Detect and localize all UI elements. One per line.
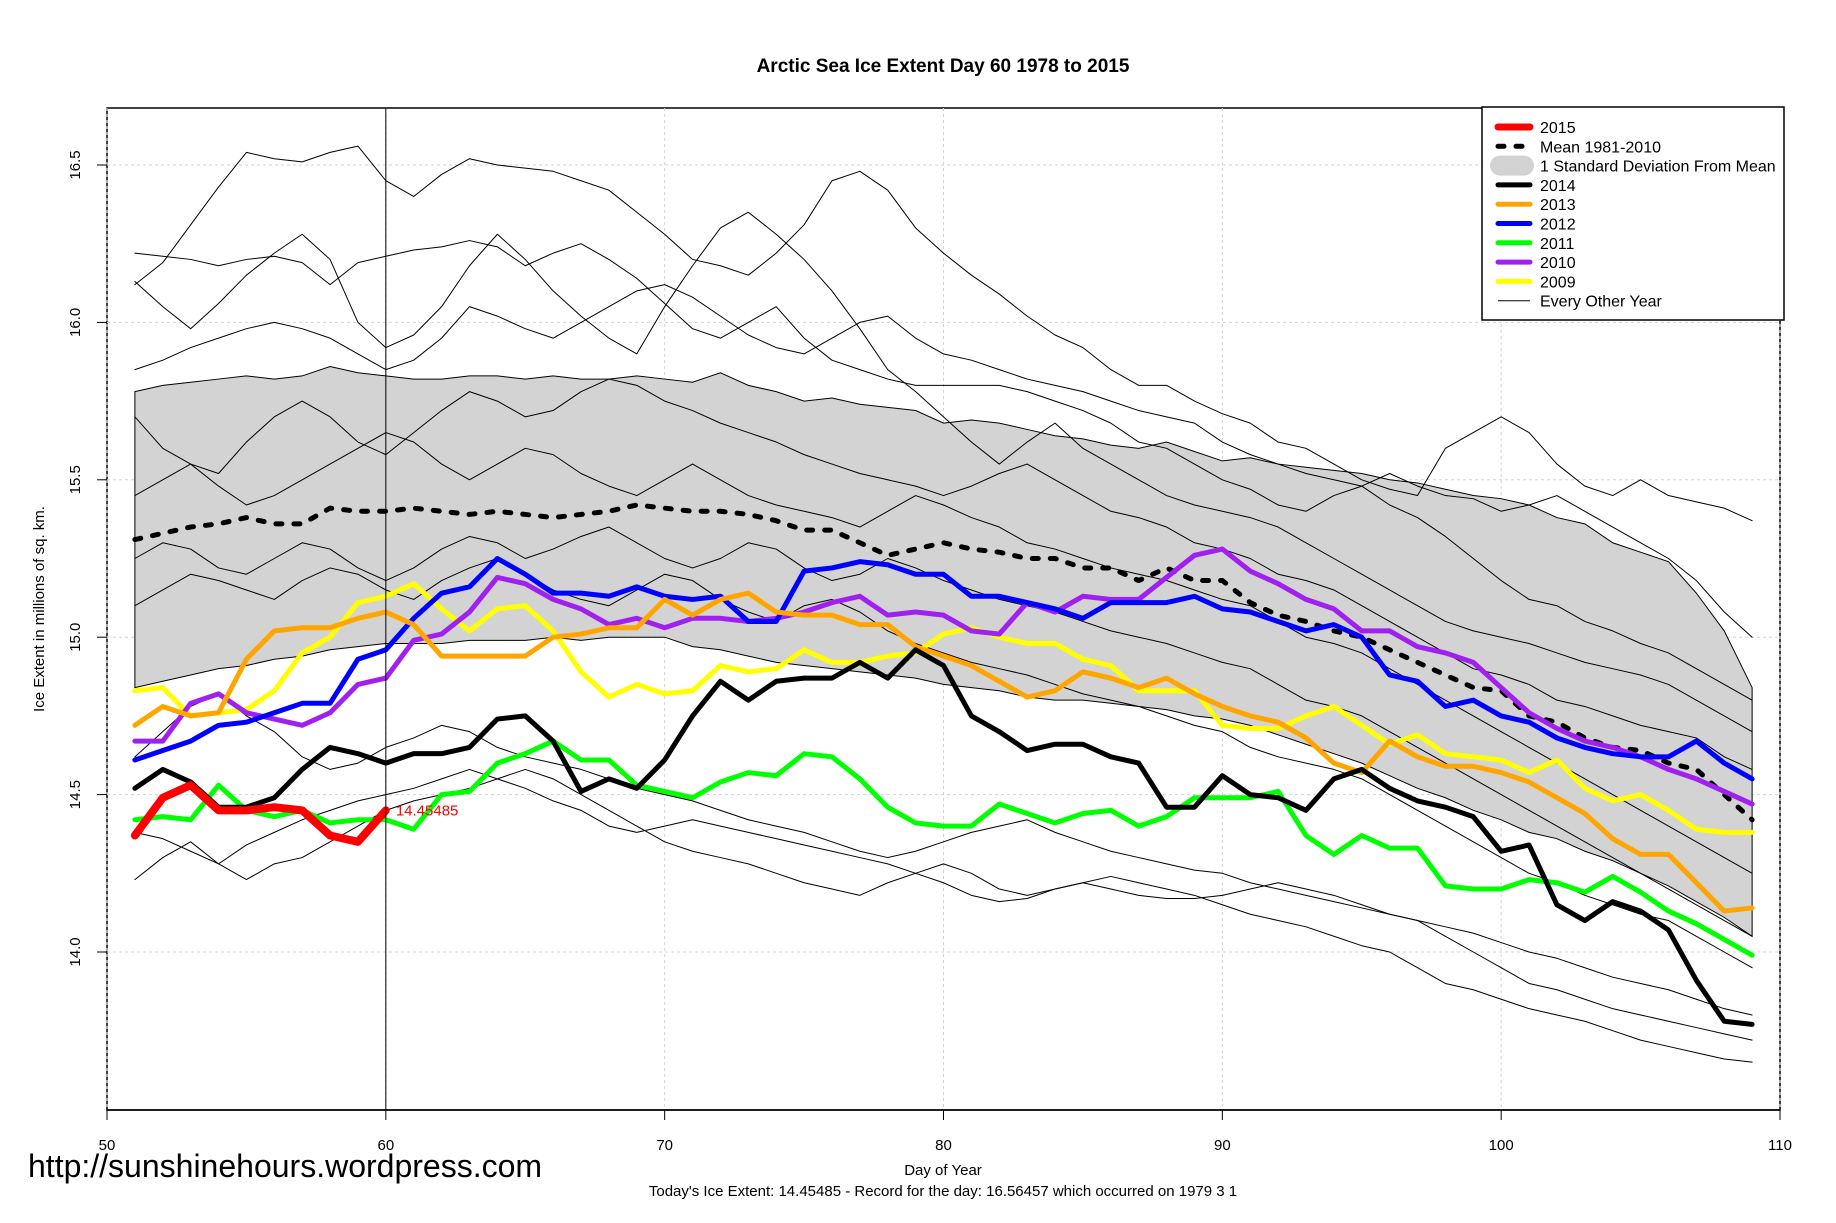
y-axis-label: Ice Extent in millions of sq. km.	[31, 506, 48, 712]
x-tick-label: 100	[1489, 1137, 1514, 1154]
y-tick-label: 14.5	[67, 780, 84, 809]
legend-label: 1 Standard Deviation From Mean	[1540, 159, 1776, 176]
x-tick-label: 50	[99, 1137, 116, 1154]
legend-swatch-band	[1490, 155, 1534, 176]
y-tick-label: 16.5	[67, 150, 84, 179]
legend-label: 2012	[1540, 217, 1576, 234]
legend: 2015 Mean 1981-2010 1 Standard Deviation F…	[1481, 106, 1785, 321]
series-line-every-other-year	[134, 526, 1753, 937]
legend-label: 2011	[1540, 236, 1575, 253]
y-axis: 14.0 14.5 15.0 15.5 16.0 16.5	[67, 150, 107, 967]
legend-label: 2014	[1540, 178, 1576, 195]
series-line-2013	[132, 590, 1755, 914]
watermark-url: http://sunshinehours.wordpress.com	[28, 1148, 542, 1184]
x-tick-label: 110	[1768, 1137, 1792, 1154]
chart-title: Arctic Sea Ice Extent Day 60 1978 to 201…	[757, 56, 1130, 77]
plot-area: 14.45485	[106, 107, 1781, 1111]
y-tick-label: 15.0	[67, 623, 84, 652]
x-tick-label: 90	[1214, 1137, 1231, 1154]
x-axis-label: Day of Year	[904, 1162, 982, 1179]
current-value-label: 14.45485	[396, 802, 459, 819]
series-line-every-other-year	[134, 768, 1753, 1063]
series-line-every-other-year	[134, 284, 1753, 701]
legend-label: 2013	[1540, 197, 1576, 214]
series-line-2015	[130, 781, 390, 846]
x-tick-label: 60	[377, 1137, 394, 1154]
every-other-year-lines	[134, 145, 1753, 1063]
series-line-every-other-year	[134, 145, 1753, 522]
legend-label: 2009	[1540, 274, 1576, 291]
legend-box	[1481, 106, 1785, 321]
series-line-every-other-year	[134, 693, 1753, 1041]
series-line-2011	[132, 738, 1755, 958]
highlight-year-lines	[130, 502, 1755, 1027]
series-line-2012	[132, 556, 1755, 782]
series-line-mean-1981-2010	[132, 502, 1755, 823]
footer-note: Today's Ice Extent: 14.45485 - Record fo…	[649, 1183, 1237, 1200]
series-line-every-other-year	[134, 432, 1753, 874]
legend-label: Mean 1981-2010	[1540, 139, 1661, 156]
x-tick-label: 70	[656, 1137, 673, 1154]
y-tick-label: 14.0	[67, 937, 84, 966]
series-line-every-other-year	[134, 211, 1753, 733]
x-tick-label: 80	[935, 1137, 952, 1154]
legend-label: 2015	[1540, 120, 1576, 137]
series-line-every-other-year	[134, 240, 1753, 638]
y-tick-label: 15.5	[67, 465, 84, 494]
series-line-2009	[132, 581, 1755, 835]
series-line-every-other-year	[134, 558, 1753, 969]
legend-label: Every Other Year	[1540, 294, 1663, 311]
series-line-2014	[132, 647, 1755, 1027]
x-axis: 50 60 70 80 90 100 110	[99, 1109, 1792, 1154]
series-line-every-other-year	[134, 768, 1753, 1016]
y-tick-label: 16.0	[67, 308, 84, 337]
series-line-2010	[132, 546, 1755, 807]
legend-label: 2010	[1540, 255, 1576, 272]
